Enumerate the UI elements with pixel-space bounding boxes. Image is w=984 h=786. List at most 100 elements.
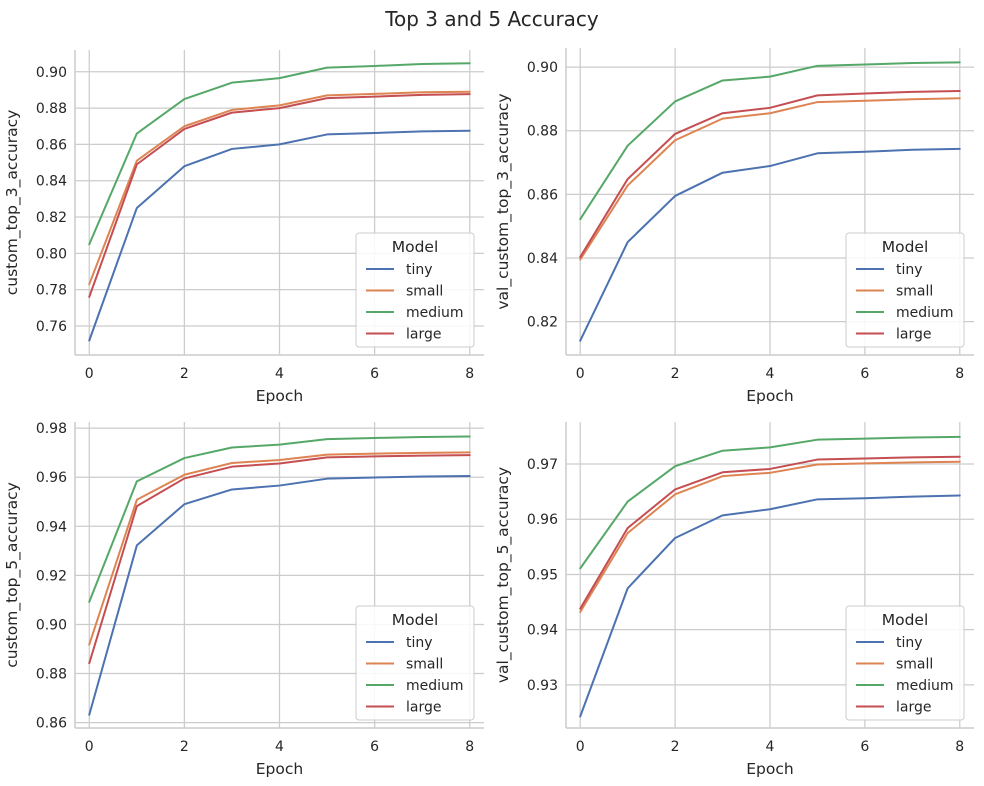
series-line-tiny (579, 494, 961, 718)
legend-title: Model (392, 238, 439, 256)
chart-panel-1: 0.76 0.78 0.80 0.82 0.84 0.86 0.88 0.90 0 2 4 6 8 Epo… (3, 50, 484, 405)
legend-title: Model (882, 611, 929, 629)
legend: Model tiny small medium large (845, 232, 965, 348)
y-tick-label: 0.82 (36, 210, 67, 226)
y-tick-label: 0.94 (527, 623, 558, 639)
y-tick-label: 0.96 (36, 470, 67, 486)
legend: Model tiny small medium large (355, 232, 475, 348)
y-tick-label: 0.84 (36, 174, 67, 190)
x-tick-label: 2 (671, 739, 680, 755)
y-tick-label: 0.78 (36, 283, 67, 299)
x-tick-label: 6 (860, 739, 869, 755)
y-tick-label: 0.88 (36, 101, 67, 117)
series-line-tiny (88, 474, 471, 716)
legend-label: medium (896, 678, 954, 694)
y-tick-label: 0.76 (36, 319, 67, 335)
figure-title: Top 3 and 5 Accuracy (384, 7, 599, 31)
series-line-large (88, 93, 471, 298)
legend: Model tiny small medium large (845, 605, 965, 721)
x-tick-label: 0 (85, 366, 94, 382)
y-tick-label: 0.86 (527, 187, 558, 203)
legend-label: large (896, 700, 931, 716)
legend-label: small (896, 284, 933, 300)
series-line-large (88, 454, 471, 665)
y-tick-label: 0.90 (36, 617, 67, 633)
legend-label: medium (896, 305, 954, 321)
y-tick-label: 0.88 (36, 667, 67, 683)
chart-panels: 0.76 0.78 0.80 0.82 0.84 0.86 0.88 0.90 0 2 4 6 8 Epo… (3, 48, 974, 778)
legend-label: medium (406, 678, 464, 694)
y-tick-label: 0.80 (36, 246, 67, 262)
x-tick-label: 2 (671, 366, 680, 382)
legend-title: Model (392, 611, 439, 629)
legend-label: large (406, 700, 441, 716)
legend-frame (845, 605, 965, 721)
x-tick-label: 2 (180, 366, 189, 382)
x-tick-label: 4 (766, 366, 775, 382)
x-tick-label: 0 (576, 739, 585, 755)
y-tick-label: 0.93 (527, 678, 558, 694)
series-line-large (579, 455, 961, 610)
series-line-small (88, 90, 471, 286)
chart-panel-2: 0.82 0.84 0.86 0.88 0.90 0 2 4 6 8 Epoch val_custom… (494, 48, 974, 405)
legend-frame (355, 605, 475, 721)
x-tick-label: 6 (860, 366, 869, 382)
x-axis-label: Epoch (746, 760, 793, 778)
series-line-small (88, 451, 471, 646)
y-tick-label: 0.90 (527, 60, 558, 76)
legend-label: large (896, 327, 931, 343)
legend-label: tiny (896, 262, 923, 278)
series-line-small (579, 460, 961, 614)
y-tick-label: 0.95 (527, 567, 558, 583)
x-axis-label: Epoch (256, 760, 303, 778)
y-tick-label: 0.98 (36, 421, 67, 437)
y-axis-label: val_custom_top_5_accuracy (494, 467, 513, 683)
y-axis-label: custom_top_5_accuracy (3, 482, 22, 668)
y-tick-label: 0.90 (36, 65, 67, 81)
legend-label: small (406, 657, 443, 673)
legend-title: Model (882, 238, 929, 256)
legend-frame (355, 232, 475, 348)
series-line-medium (88, 435, 471, 603)
legend-label: tiny (896, 635, 923, 651)
x-tick-label: 8 (465, 739, 474, 755)
x-tick-label: 4 (766, 739, 775, 755)
series-line-large (579, 89, 961, 259)
x-axis-label: Epoch (256, 387, 303, 405)
series-line-medium (88, 62, 471, 246)
series-line-tiny (88, 129, 471, 342)
y-tick-label: 0.88 (527, 124, 558, 140)
legend-label: medium (406, 305, 464, 321)
x-tick-label: 0 (576, 366, 585, 382)
y-axis-label: val_custom_top_3_accuracy (494, 93, 513, 309)
y-tick-label: 0.96 (527, 512, 558, 528)
y-tick-label: 0.92 (36, 568, 67, 584)
y-tick-label: 0.82 (527, 315, 558, 331)
legend-label: tiny (406, 262, 433, 278)
series-line-small (579, 97, 961, 261)
series-line-tiny (579, 147, 961, 342)
series-line-medium (579, 435, 961, 570)
y-tick-label: 0.94 (36, 519, 67, 535)
x-tick-label: 8 (955, 366, 964, 382)
legend-label: tiny (406, 635, 433, 651)
x-tick-label: 6 (370, 739, 379, 755)
legend-label: small (896, 657, 933, 673)
y-tick-label: 0.97 (527, 457, 558, 473)
legend-label: large (406, 327, 441, 343)
x-tick-label: 8 (955, 739, 964, 755)
x-tick-label: 6 (370, 366, 379, 382)
y-tick-label: 0.86 (36, 716, 67, 732)
y-tick-label: 0.84 (527, 251, 558, 267)
x-tick-label: 4 (275, 739, 284, 755)
series-line-medium (579, 61, 961, 221)
x-tick-label: 2 (180, 739, 189, 755)
legend: Model tiny small medium large (355, 605, 475, 721)
y-axis-label: custom_top_3_accuracy (3, 110, 22, 296)
chart-panel-4: 0.93 0.94 0.95 0.96 0.97 0 2 4 6 8 Epoch val_custom… (494, 422, 974, 778)
y-tick-label: 0.86 (36, 137, 67, 153)
x-tick-label: 8 (465, 366, 474, 382)
legend-label: small (406, 284, 443, 300)
x-axis-label: Epoch (746, 387, 793, 405)
chart-panel-3: 0.86 0.88 0.90 0.92 0.94 0.96 0.98 0 2 4 6 8 Epoch cu… (3, 421, 484, 778)
